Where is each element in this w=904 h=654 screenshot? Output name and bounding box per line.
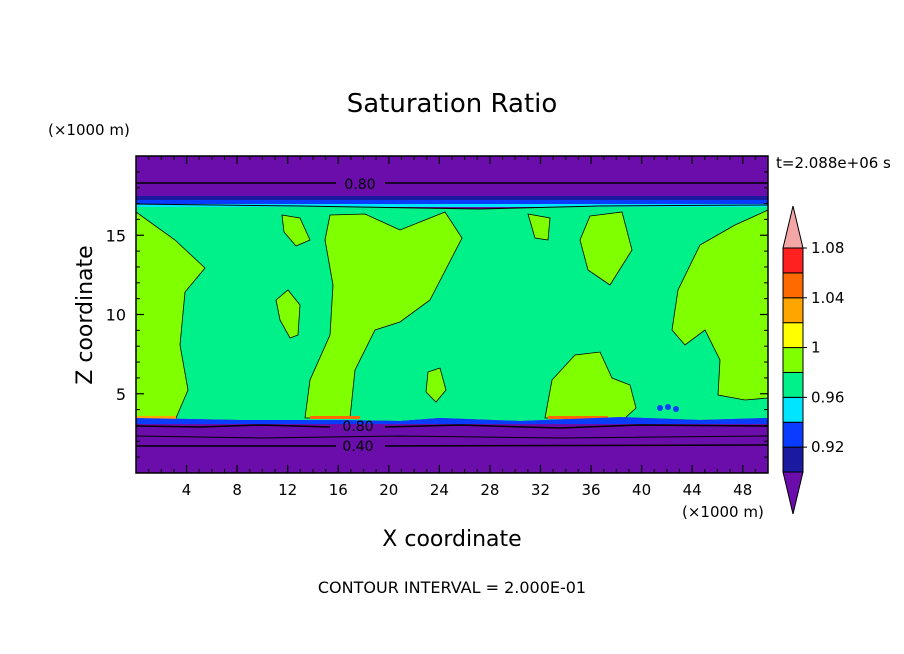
time-label: t=2.088e+06 s — [776, 154, 891, 172]
x-tick-label: 40 — [632, 481, 651, 499]
boundary-blue — [136, 417, 768, 424]
colorbar-segment — [782, 247, 804, 274]
x-tick-label: 4 — [182, 481, 192, 499]
cyan-strip — [136, 204, 768, 207]
contour-label-mid: 0.80 — [342, 419, 373, 435]
colorbar-label: 0.92 — [811, 438, 844, 456]
x-unit-label: (×1000 m) — [682, 503, 764, 521]
colorbar-label: 1.08 — [811, 239, 844, 257]
colorbar: 0.92 0.96 1 1.04 1.08 — [782, 205, 844, 515]
x-axis-label: X coordinate — [382, 527, 521, 552]
y-unit-label: (×1000 m) — [48, 121, 130, 139]
region-blob-b — [281, 214, 311, 247]
contour-lower-3 — [136, 444, 768, 447]
colorbar-segment — [782, 396, 804, 423]
chart-title: Saturation Ratio — [347, 89, 558, 119]
bubble-1 — [657, 405, 663, 411]
contour-upper-edge — [136, 203, 768, 210]
colorbar-segment — [782, 272, 804, 299]
colorbar-segment — [782, 297, 804, 324]
region-blob-a — [275, 289, 301, 339]
x-tick-label: 24 — [430, 481, 449, 499]
contour-interval-footer: CONTOUR INTERVAL = 2.000E-01 — [318, 578, 586, 597]
contour-lower-1 — [136, 424, 768, 429]
contour-label-top: 0.80 — [344, 177, 375, 193]
bubble-2 — [665, 404, 671, 410]
x-tick-label: 8 — [232, 481, 242, 499]
x-tick-label: 36 — [581, 481, 600, 499]
band-blue-top — [136, 200, 768, 206]
x-tick-label: 12 — [278, 481, 297, 499]
region-blob-d — [579, 211, 633, 286]
colorbar-upper-arrow — [782, 205, 804, 249]
edge-warm-2 — [310, 416, 360, 419]
colorbar-segment — [782, 446, 804, 473]
colorbar-segment — [782, 322, 804, 349]
region-blob-e — [425, 367, 447, 403]
colorbar-segment — [782, 347, 804, 373]
x-tick-label: 32 — [531, 481, 550, 499]
region-blob-c — [527, 213, 551, 241]
colorbar-segment — [782, 371, 804, 398]
colorbar-label: 1 — [811, 339, 821, 357]
colorbar-lower-arrow — [782, 471, 804, 515]
colorbar-label: 1.04 — [811, 289, 844, 307]
edge-warm-3 — [548, 416, 608, 419]
x-tick-label: 20 — [379, 481, 398, 499]
x-tick-label: 16 — [329, 481, 348, 499]
region-right — [671, 209, 768, 401]
y-tick-label: 15 — [106, 226, 126, 245]
region-center — [304, 211, 463, 419]
contour-label-low: 0.40 — [342, 439, 373, 455]
bubble-3 — [673, 406, 679, 412]
region-lower-right — [544, 351, 637, 419]
contour-lower-2 — [136, 435, 768, 439]
x-tick-label: 44 — [683, 481, 702, 499]
plot-area — [136, 156, 768, 473]
colorbar-label: 0.96 — [811, 388, 844, 406]
x-tick-label: 48 — [733, 481, 752, 499]
y-tick-label: 5 — [116, 385, 126, 404]
y-axis-label: Z coordinate — [73, 245, 98, 384]
x-tick-label: 28 — [480, 481, 499, 499]
y-tick-label: 10 — [106, 306, 126, 325]
colorbar-segment — [782, 421, 804, 448]
edge-warm-1 — [136, 416, 176, 419]
